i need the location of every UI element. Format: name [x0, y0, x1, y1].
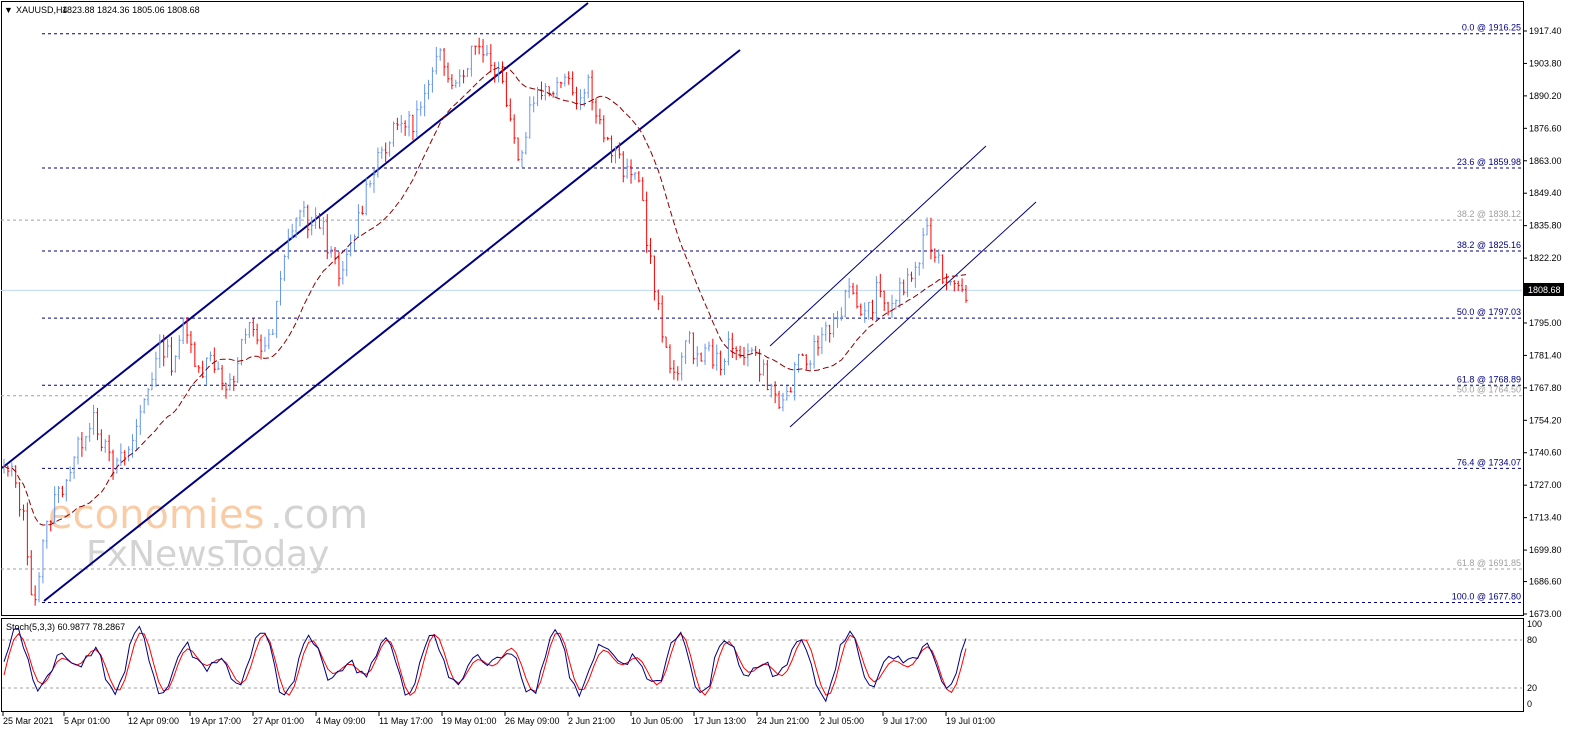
channel-lower-2[interactable] [789, 201, 1037, 428]
price-tick-label: 1822.20 [1529, 253, 1562, 263]
price-axis[interactable]: 1917.40 1903.80 1890.20 1876.60 1863.00 1849.… [1523, 26, 1562, 619]
time-tick-label: 27 Apr 01:00 [253, 716, 304, 726]
time-tick-label: 4 May 09:00 [316, 716, 366, 726]
stoch-label: Stoch(5,3,3) 60.9877 78.2867 [6, 622, 125, 632]
fib-label: 50.0 @ 1797.03 [1457, 307, 1521, 317]
watermark-fxnewstoday: FxNewsToday [86, 534, 329, 575]
stochastic-oscillator [2, 625, 1522, 703]
symbol-label: XAUUSD,H4 [16, 5, 68, 15]
moving-average-line [3, 66, 967, 526]
main-pane-frame [1, 1, 1524, 616]
price-tick-label: 1673.00 [1529, 609, 1562, 619]
stoch-signal-line [3, 632, 967, 697]
time-tick-label: 2 Jun 21:00 [568, 716, 615, 726]
stoch-tick-label: 0 [1527, 699, 1532, 709]
price-tick-label: 1740.60 [1529, 448, 1562, 458]
fib-label: 100.0 @ 1677.80 [1452, 592, 1521, 602]
price-tick-label: 1754.20 [1529, 415, 1562, 425]
price-tick-label: 1890.20 [1529, 91, 1562, 101]
stoch-axis: 100 80 20 0 [1527, 619, 1542, 709]
price-tick-label: 1727.00 [1529, 480, 1562, 490]
fib-label: 76.4 @ 1734.07 [1457, 457, 1521, 467]
time-tick-label: 11 May 17:00 [379, 716, 433, 726]
time-tick-label: 10 Jun 05:00 [631, 716, 683, 726]
candlesticks [3, 37, 968, 606]
price-tick-label: 1699.80 [1529, 545, 1562, 555]
fib-label: 38.2 @ 1838.12 [1457, 209, 1521, 219]
time-tick-label: 19 Apr 17:00 [190, 716, 241, 726]
price-tick-label: 1863.00 [1529, 156, 1562, 166]
time-axis[interactable]: 25 Mar 2021 5 Apr 01:00 12 Apr 09:00 19 Apr… [2, 712, 995, 726]
fib-label: 38.2 @ 1825.16 [1457, 240, 1521, 250]
current-price-label: 1808.68 [1528, 285, 1561, 295]
stoch-tick-label: 80 [1527, 635, 1537, 645]
watermark-com: .com [270, 492, 368, 538]
stoch-tick-label: 100 [1527, 619, 1542, 629]
trend-channels[interactable] [1, 2, 1037, 602]
time-tick-label: 17 Jun 13:00 [694, 716, 746, 726]
price-tick-label: 1767.80 [1529, 383, 1562, 393]
ohlc-label: 1823.88 1824.36 1805.06 1808.68 [62, 5, 200, 15]
time-tick-label: 25 Mar 2021 [3, 716, 54, 726]
watermark-economies: economies [48, 492, 264, 538]
chart-header-arrow[interactable]: ▼ [4, 5, 13, 15]
fib-label: 23.6 @ 1859.98 [1457, 157, 1521, 167]
fibonacci-levels: 0.0 @ 1916.25 23.6 @ 1859.98 38.2 @ 1838.1… [1, 23, 1522, 604]
price-tick-label: 1795.00 [1529, 318, 1562, 328]
time-tick-label: 9 Jul 17:00 [883, 716, 927, 726]
current-price-box [1524, 283, 1564, 296]
price-tick-label: 1917.40 [1529, 26, 1562, 36]
price-tick-label: 1686.60 [1529, 577, 1562, 587]
time-tick-label: 19 May 01:00 [442, 716, 497, 726]
channel-lower-1[interactable] [43, 49, 741, 602]
price-tick-label: 1835.80 [1529, 221, 1562, 231]
price-tick-label: 1713.40 [1529, 513, 1562, 523]
fib-label: 61.8 @ 1768.89 [1457, 374, 1521, 384]
time-tick-label: 24 Jun 21:00 [757, 716, 809, 726]
fib-label: 61.8 @ 1691.85 [1457, 558, 1521, 568]
time-tick-label: 5 Apr 01:00 [64, 716, 110, 726]
time-tick-label: 26 May 09:00 [505, 716, 560, 726]
time-tick-label: 12 Apr 09:00 [128, 716, 179, 726]
stoch-main-line [3, 625, 967, 703]
channel-upper-1[interactable] [1, 2, 589, 469]
price-tick-label: 1876.60 [1529, 123, 1562, 133]
time-tick-label: 19 Jul 01:00 [946, 716, 995, 726]
watermark: economies .com FxNewsToday [48, 492, 368, 575]
fib-label: 50.0 @ 1764.50 [1457, 385, 1521, 395]
time-tick-label: 2 Jul 05:00 [820, 716, 864, 726]
price-tick-label: 1903.80 [1529, 58, 1562, 68]
price-tick-label: 1849.40 [1529, 188, 1562, 198]
current-price-tag: 1808.68 [1524, 283, 1564, 296]
channel-upper-2[interactable] [769, 145, 987, 347]
price-tick-label: 1781.40 [1529, 350, 1562, 360]
stoch-tick-label: 20 [1527, 683, 1537, 693]
fib-label: 0.0 @ 1916.25 [1462, 23, 1521, 33]
